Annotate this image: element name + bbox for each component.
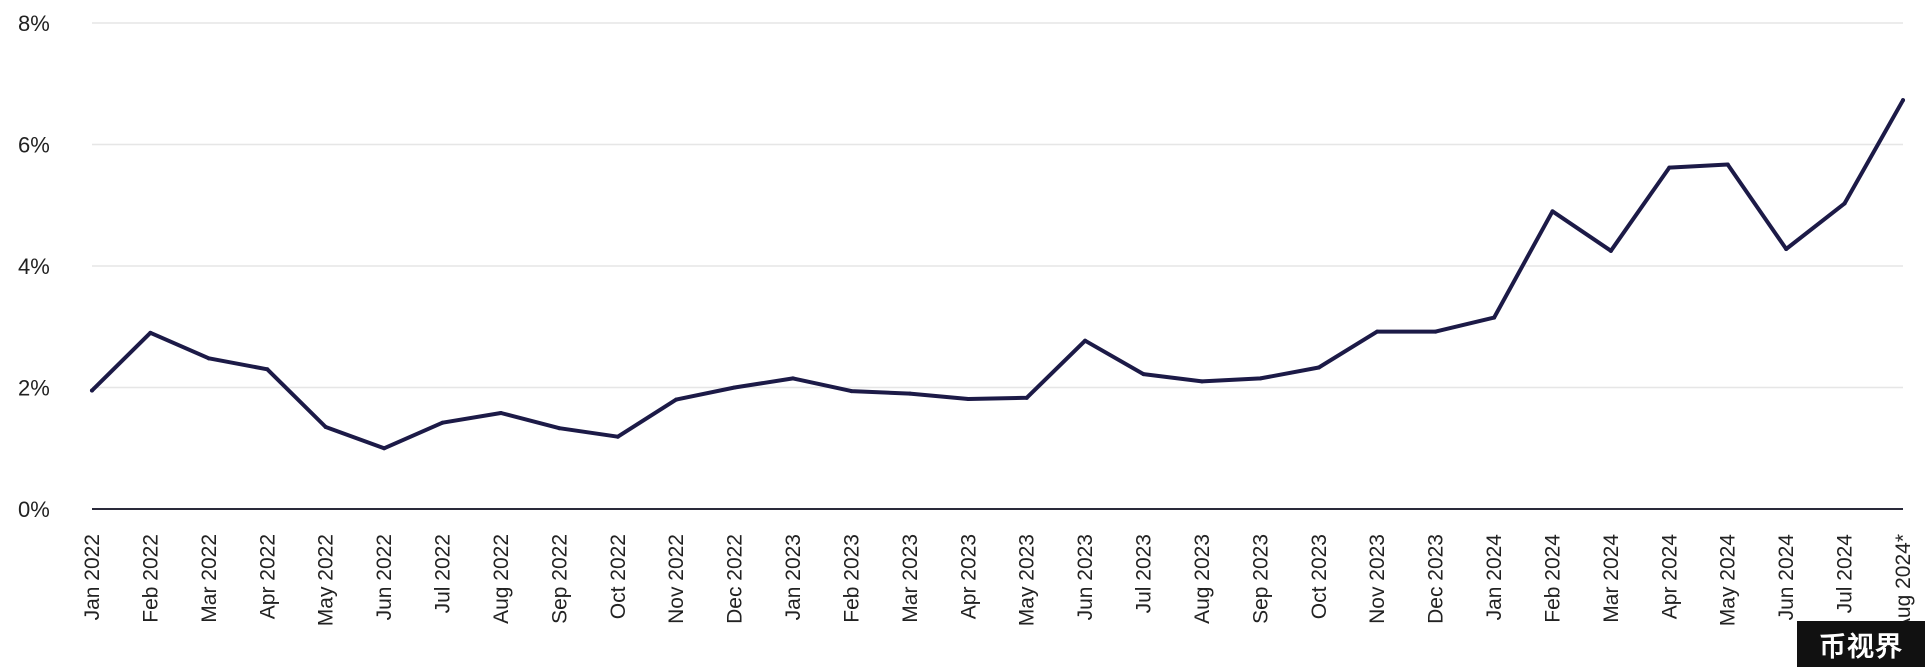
x-tick-label: Aug 2023 [1191,534,1214,624]
data-point [791,376,796,381]
x-tick-label: Mar 2024 [1600,534,1623,623]
x-tick-label: Oct 2023 [1308,534,1331,619]
data-point [1901,98,1905,103]
data-point [382,446,387,451]
x-tick-label: Jul 2022 [432,534,455,613]
data-point [732,385,737,390]
x-tick-label: Nov 2022 [665,534,688,624]
y-tick-label: 8% [18,11,50,36]
x-tick-label: Sep 2022 [548,534,571,624]
x-tick-label: Jun 2023 [1074,534,1097,620]
y-tick-label: 0% [18,497,50,522]
data-point [1316,365,1321,370]
data-point [1024,395,1029,400]
series-line [90,98,1905,451]
x-tick-label: Aug 2022 [490,534,513,624]
x-tick-label: Oct 2022 [607,534,630,619]
data-point [674,397,679,402]
data-point [907,391,912,396]
data-point [206,356,211,361]
data-point [1375,329,1380,334]
data-point [1550,209,1555,214]
y-tick-label: 6% [18,133,50,158]
x-tick-label: Sep 2023 [1249,534,1272,624]
x-tick-label: Jan 2024 [1483,534,1506,621]
y-tick-label: 4% [18,254,50,279]
data-point [1258,376,1263,381]
x-tick-label: Apr 2024 [1658,534,1681,620]
x-tick-label: May 2023 [1016,534,1039,626]
x-tick-label: Feb 2022 [139,534,162,623]
x-tick-label: Nov 2023 [1366,534,1389,624]
x-tick-label: Jan 2022 [81,534,104,620]
x-tick-label: Jun 2022 [373,534,396,620]
x-tick-label: May 2024 [1717,534,1740,627]
watermark-logo: 币视界 [1797,621,1925,667]
series-layer [90,98,1905,451]
x-tick-label: Aug 2024* [1892,534,1915,632]
data-point [615,434,620,439]
data-point [1784,246,1789,251]
data-point [1141,372,1146,377]
data-point [265,367,270,372]
data-point [1492,315,1497,320]
data-point [849,389,854,394]
data-point [1842,201,1847,206]
data-point [557,426,562,431]
x-tick-label: Dec 2023 [1425,534,1448,624]
x-tick-label: Feb 2023 [840,534,863,623]
data-point [1608,248,1613,253]
x-tick-label: Jul 2023 [1133,534,1156,613]
data-point [498,411,503,416]
x-tick-label: Jun 2024 [1775,534,1798,621]
x-tick-label: Mar 2022 [198,534,221,623]
x-tick-label: Mar 2023 [899,534,922,623]
data-point [1199,379,1204,384]
x-axis-ticks: Jan 2022 Feb 2022 Mar 2022 Apr 2022 May 2022… [81,534,1915,632]
x-tick-label: Apr 2023 [957,534,980,619]
y-tick-label: 2% [18,376,50,401]
data-point [90,388,94,393]
data-point [1725,162,1730,167]
data-point [966,397,971,402]
x-tick-label: May 2022 [315,534,338,626]
gridlines [92,22,1903,510]
x-tick-label: Jan 2023 [782,534,805,620]
data-point [1433,329,1438,334]
x-tick-label: Jul 2024 [1834,534,1857,614]
x-tick-label: Dec 2022 [724,534,747,624]
data-point [440,420,445,425]
x-tick-label: Apr 2022 [256,534,279,619]
x-tick-label: Feb 2024 [1541,534,1564,623]
data-point [323,424,328,429]
data-point [148,330,153,335]
y-axis-ticks: 0% 2% 4% 6% 8% [18,11,50,522]
data-point [1083,338,1088,343]
data-point [1667,165,1672,170]
